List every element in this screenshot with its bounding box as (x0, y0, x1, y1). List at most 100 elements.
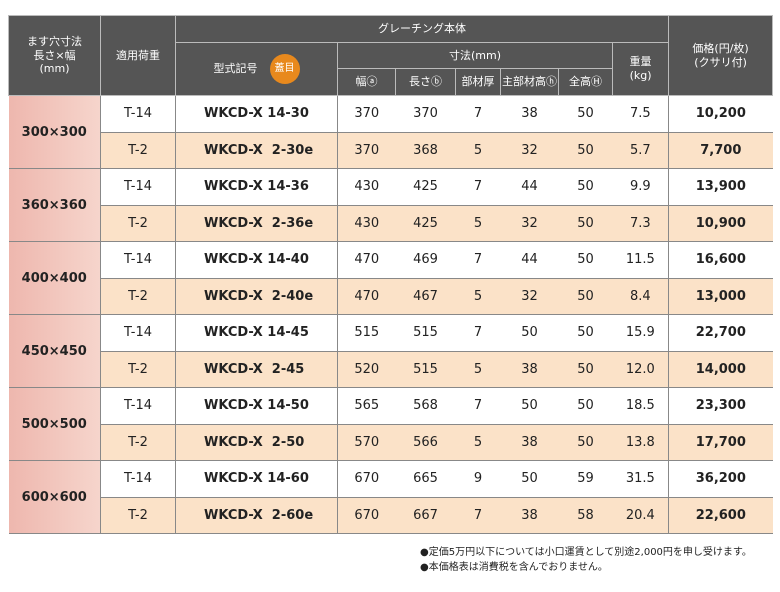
header-cell: 長さⓑ (395, 68, 456, 96)
table-cell: 430 (337, 205, 396, 242)
table-row: T-2 WKCD-X 2-60e 670 667 7 38 58 20.4 22,600 (9, 497, 773, 534)
header-cell: 価格(円/枚) (クサリ付) (668, 15, 774, 96)
table-cell: T-2 (100, 205, 176, 242)
table-cell: WKCD-X 14-45 (175, 314, 338, 352)
table-cell: 18.5 (612, 387, 669, 425)
table-cell: T-14 (100, 387, 176, 425)
table-cell: 7 (455, 241, 501, 279)
table-cell: 38 (500, 424, 559, 461)
table-cell: 11.5 (612, 241, 669, 279)
table-cell: 50 (558, 314, 613, 352)
table-header: ます穴寸法 長さ×幅 (mm) 適用荷重 グレーチング本体 価格(円/枚) (ク… (8, 15, 774, 96)
table-cell: WKCD-X 2-40e (175, 278, 338, 315)
table-cell: 15.9 (612, 314, 669, 352)
table-cell: 38 (500, 497, 559, 534)
table-cell: T-2 (100, 424, 176, 461)
header-cell: 寸法(mm) (337, 42, 613, 69)
table-cell: 17,700 (668, 424, 773, 461)
table-cell: 9 (455, 460, 501, 498)
table-cell: 566 (395, 424, 456, 461)
table-cell: T-2 (100, 132, 176, 169)
table-cell: 32 (500, 205, 559, 242)
table-cell: T-14 (100, 168, 176, 206)
table-cell: T-2 (100, 278, 176, 315)
table-body: 300×300 T-14 WKCD-X 14-30 370 370 7 38 50 7.5 10,… (8, 95, 773, 534)
table-cell: 568 (395, 387, 456, 425)
table-cell: 23,300 (668, 387, 773, 425)
header-cell: 部材厚 (455, 68, 501, 96)
table-cell: 425 (395, 168, 456, 206)
table-cell: 50 (558, 387, 613, 425)
table-cell: WKCD-X 14-50 (175, 387, 338, 425)
table-cell: 7 (455, 497, 501, 534)
table-cell: T-14 (100, 460, 176, 498)
table-cell: 32 (500, 278, 559, 315)
table-cell: 570 (337, 424, 396, 461)
table-cell: 10,200 (668, 95, 773, 133)
table-cell: WKCD-X 2-30e (175, 132, 338, 169)
table-cell: 36,200 (668, 460, 773, 498)
table-cell: 370 (395, 95, 456, 133)
table-cell: 38 (500, 351, 559, 388)
table-cell: 565 (337, 387, 396, 425)
table-cell: 667 (395, 497, 456, 534)
table-cell: 50 (558, 95, 613, 133)
table-row: T-2 WKCD-X 2-30e 370 368 5 32 50 5.7 7,700 (9, 132, 773, 169)
table-cell: WKCD-X 2-45 (175, 351, 338, 388)
table-cell: 50 (500, 460, 559, 498)
table-cell: 59 (558, 460, 613, 498)
table-cell: 50 (500, 314, 559, 352)
table-cell: 20.4 (612, 497, 669, 534)
table-cell: 22,700 (668, 314, 773, 352)
size-cell: 360×360 (8, 168, 101, 242)
notes: ●定価5万円以下については小口運賃として別途2,000円を申し受けます。 ●本価格… (420, 545, 752, 575)
table-row: T-2 WKCD-X 2-45 520 515 5 38 50 12.0 14,000 (9, 351, 773, 388)
header-cell: 型式記号 蓋目 (175, 42, 338, 96)
table-row: 600×600 T-14 WKCD-X 14-60 670 665 9 50 59 31.5 36… (8, 460, 773, 534)
table-cell: 515 (337, 314, 396, 352)
table-cell: 31.5 (612, 460, 669, 498)
note: ●定価5万円以下については小口運賃として別途2,000円を申し受けます。 (420, 547, 752, 558)
table-cell: 368 (395, 132, 456, 169)
table-cell: WKCD-X 2-60e (175, 497, 338, 534)
table-cell: 16,600 (668, 241, 773, 279)
table-row: 450×450 T-14 WKCD-X 14-45 515 515 7 50 50 15.9 22… (8, 314, 773, 388)
table-cell: 50 (558, 241, 613, 279)
table-row: 360×360 T-14 WKCD-X 14-36 430 425 7 44 50 9.9 13,… (8, 168, 773, 242)
table-cell: 5.7 (612, 132, 669, 169)
badge: 蓋目 (269, 54, 300, 84)
header-cell: ます穴寸法 長さ×幅 (mm) (8, 15, 101, 96)
table-cell: 13.8 (612, 424, 669, 461)
table-cell: 370 (337, 95, 396, 133)
table-cell: 38 (500, 95, 559, 133)
size-cell: 600×600 (8, 460, 101, 534)
table-cell: WKCD-X 2-50 (175, 424, 338, 461)
header-text: 型式記号 (213, 62, 258, 75)
table-cell: 50 (558, 278, 613, 315)
table-cell: 430 (337, 168, 396, 206)
table-cell: 58 (558, 497, 613, 534)
table-cell: 520 (337, 351, 396, 388)
table-cell: 8.4 (612, 278, 669, 315)
note: ●本価格表は消費税を含んでおりません。 (420, 562, 608, 573)
table-cell: WKCD-X 14-30 (175, 95, 338, 133)
table-cell: 7.5 (612, 95, 669, 133)
size-cell: 400×400 (8, 241, 101, 315)
table-cell: 425 (395, 205, 456, 242)
table-cell: 665 (395, 460, 456, 498)
header-cell: 全高Ⓗ (558, 68, 613, 96)
table-row: 400×400 T-14 WKCD-X 14-40 470 469 7 44 50 11.5 16… (8, 241, 773, 315)
table-cell: 50 (500, 387, 559, 425)
table-cell: 515 (395, 351, 456, 388)
table-cell: 7,700 (668, 132, 773, 169)
size-cell: 300×300 (8, 95, 101, 169)
table-cell: 7 (455, 95, 501, 133)
table-cell: T-2 (100, 351, 176, 388)
table-cell: 50 (558, 424, 613, 461)
table-cell: 670 (337, 497, 396, 534)
header-cell: 適用荷重 (100, 15, 176, 96)
table-cell: T-14 (100, 314, 176, 352)
table-cell: 9.9 (612, 168, 669, 206)
table-cell: 44 (500, 168, 559, 206)
header-cell: 重量 (kg) (611, 42, 670, 96)
